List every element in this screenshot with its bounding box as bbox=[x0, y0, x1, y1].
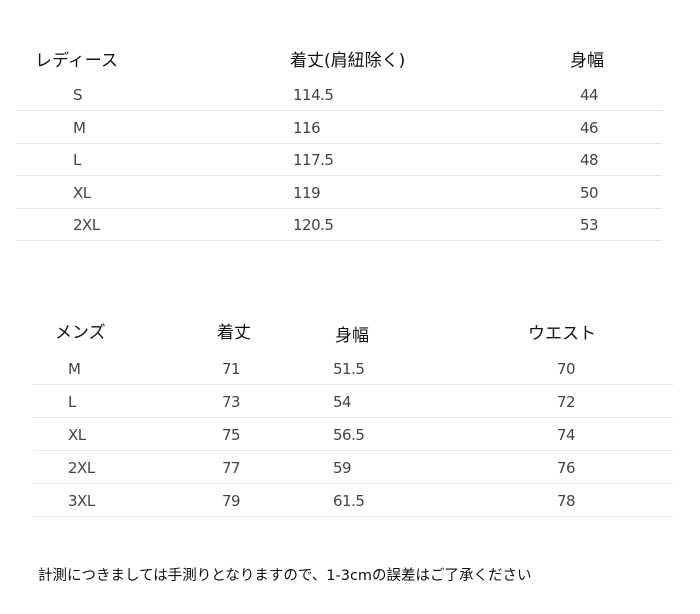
row-divider bbox=[17, 142, 662, 144]
size-label: XL bbox=[68, 426, 86, 444]
table-cell: 117.5 bbox=[293, 151, 334, 169]
row-divider bbox=[33, 417, 673, 418]
table-cell: 77 bbox=[222, 459, 241, 477]
row-divider bbox=[17, 110, 662, 111]
table-cell: 72 bbox=[557, 393, 576, 411]
table-cell: 59 bbox=[333, 459, 352, 477]
ladies-header-label: レディース bbox=[35, 51, 118, 71]
mens-header-width: 身幅 bbox=[335, 326, 369, 346]
size-label: L bbox=[68, 393, 76, 411]
table-cell: 56.5 bbox=[333, 426, 365, 444]
measurement-note: 計測につきましては手測りとなりますので、1-3cmの誤差はご了承ください bbox=[38, 568, 532, 584]
size-label: L bbox=[73, 151, 81, 169]
size-label: XL bbox=[73, 183, 91, 202]
size-label: M bbox=[68, 360, 81, 378]
table-cell: 50 bbox=[580, 183, 599, 202]
table-cell: 53 bbox=[580, 216, 599, 234]
table-cell: 54 bbox=[333, 393, 352, 411]
table-cell: 46 bbox=[580, 118, 599, 137]
row-divider bbox=[17, 175, 662, 176]
row-divider bbox=[17, 240, 662, 241]
table-cell: 71 bbox=[222, 360, 241, 378]
ladies-header-length: 着丈(肩紐除く) bbox=[290, 51, 406, 71]
table-cell: 76 bbox=[557, 459, 576, 477]
size-label: 2XL bbox=[68, 459, 95, 477]
table-cell: 48 bbox=[580, 151, 599, 169]
size-label: 3XL bbox=[68, 492, 95, 510]
table-cell: 119 bbox=[293, 183, 321, 202]
row-divider bbox=[33, 450, 673, 451]
table-cell: 44 bbox=[580, 86, 599, 104]
table-cell: 73 bbox=[222, 393, 241, 411]
ladies-header-width: 身幅 bbox=[570, 51, 604, 71]
mens-header-waist: ウエスト bbox=[528, 324, 596, 344]
table-cell: 61.5 bbox=[333, 492, 365, 510]
table-cell: 114.5 bbox=[293, 86, 334, 104]
row-divider bbox=[17, 207, 662, 209]
size-label: S bbox=[73, 86, 83, 104]
mens-header-label: メンズ bbox=[55, 323, 106, 343]
row-divider bbox=[33, 516, 673, 517]
table-cell: 74 bbox=[557, 426, 576, 444]
row-divider bbox=[33, 483, 673, 484]
table-cell: 70 bbox=[557, 360, 576, 378]
table-cell: 116 bbox=[293, 118, 321, 137]
table-cell: 79 bbox=[222, 492, 241, 510]
table-cell: 78 bbox=[557, 492, 576, 510]
size-label: M bbox=[73, 118, 86, 137]
table-cell: 51.5 bbox=[333, 360, 365, 378]
table-cell: 120.5 bbox=[293, 216, 334, 234]
row-divider bbox=[33, 384, 673, 385]
size-label: 2XL bbox=[73, 216, 100, 234]
table-cell: 75 bbox=[222, 426, 241, 444]
mens-header-length: 着丈 bbox=[217, 323, 251, 343]
